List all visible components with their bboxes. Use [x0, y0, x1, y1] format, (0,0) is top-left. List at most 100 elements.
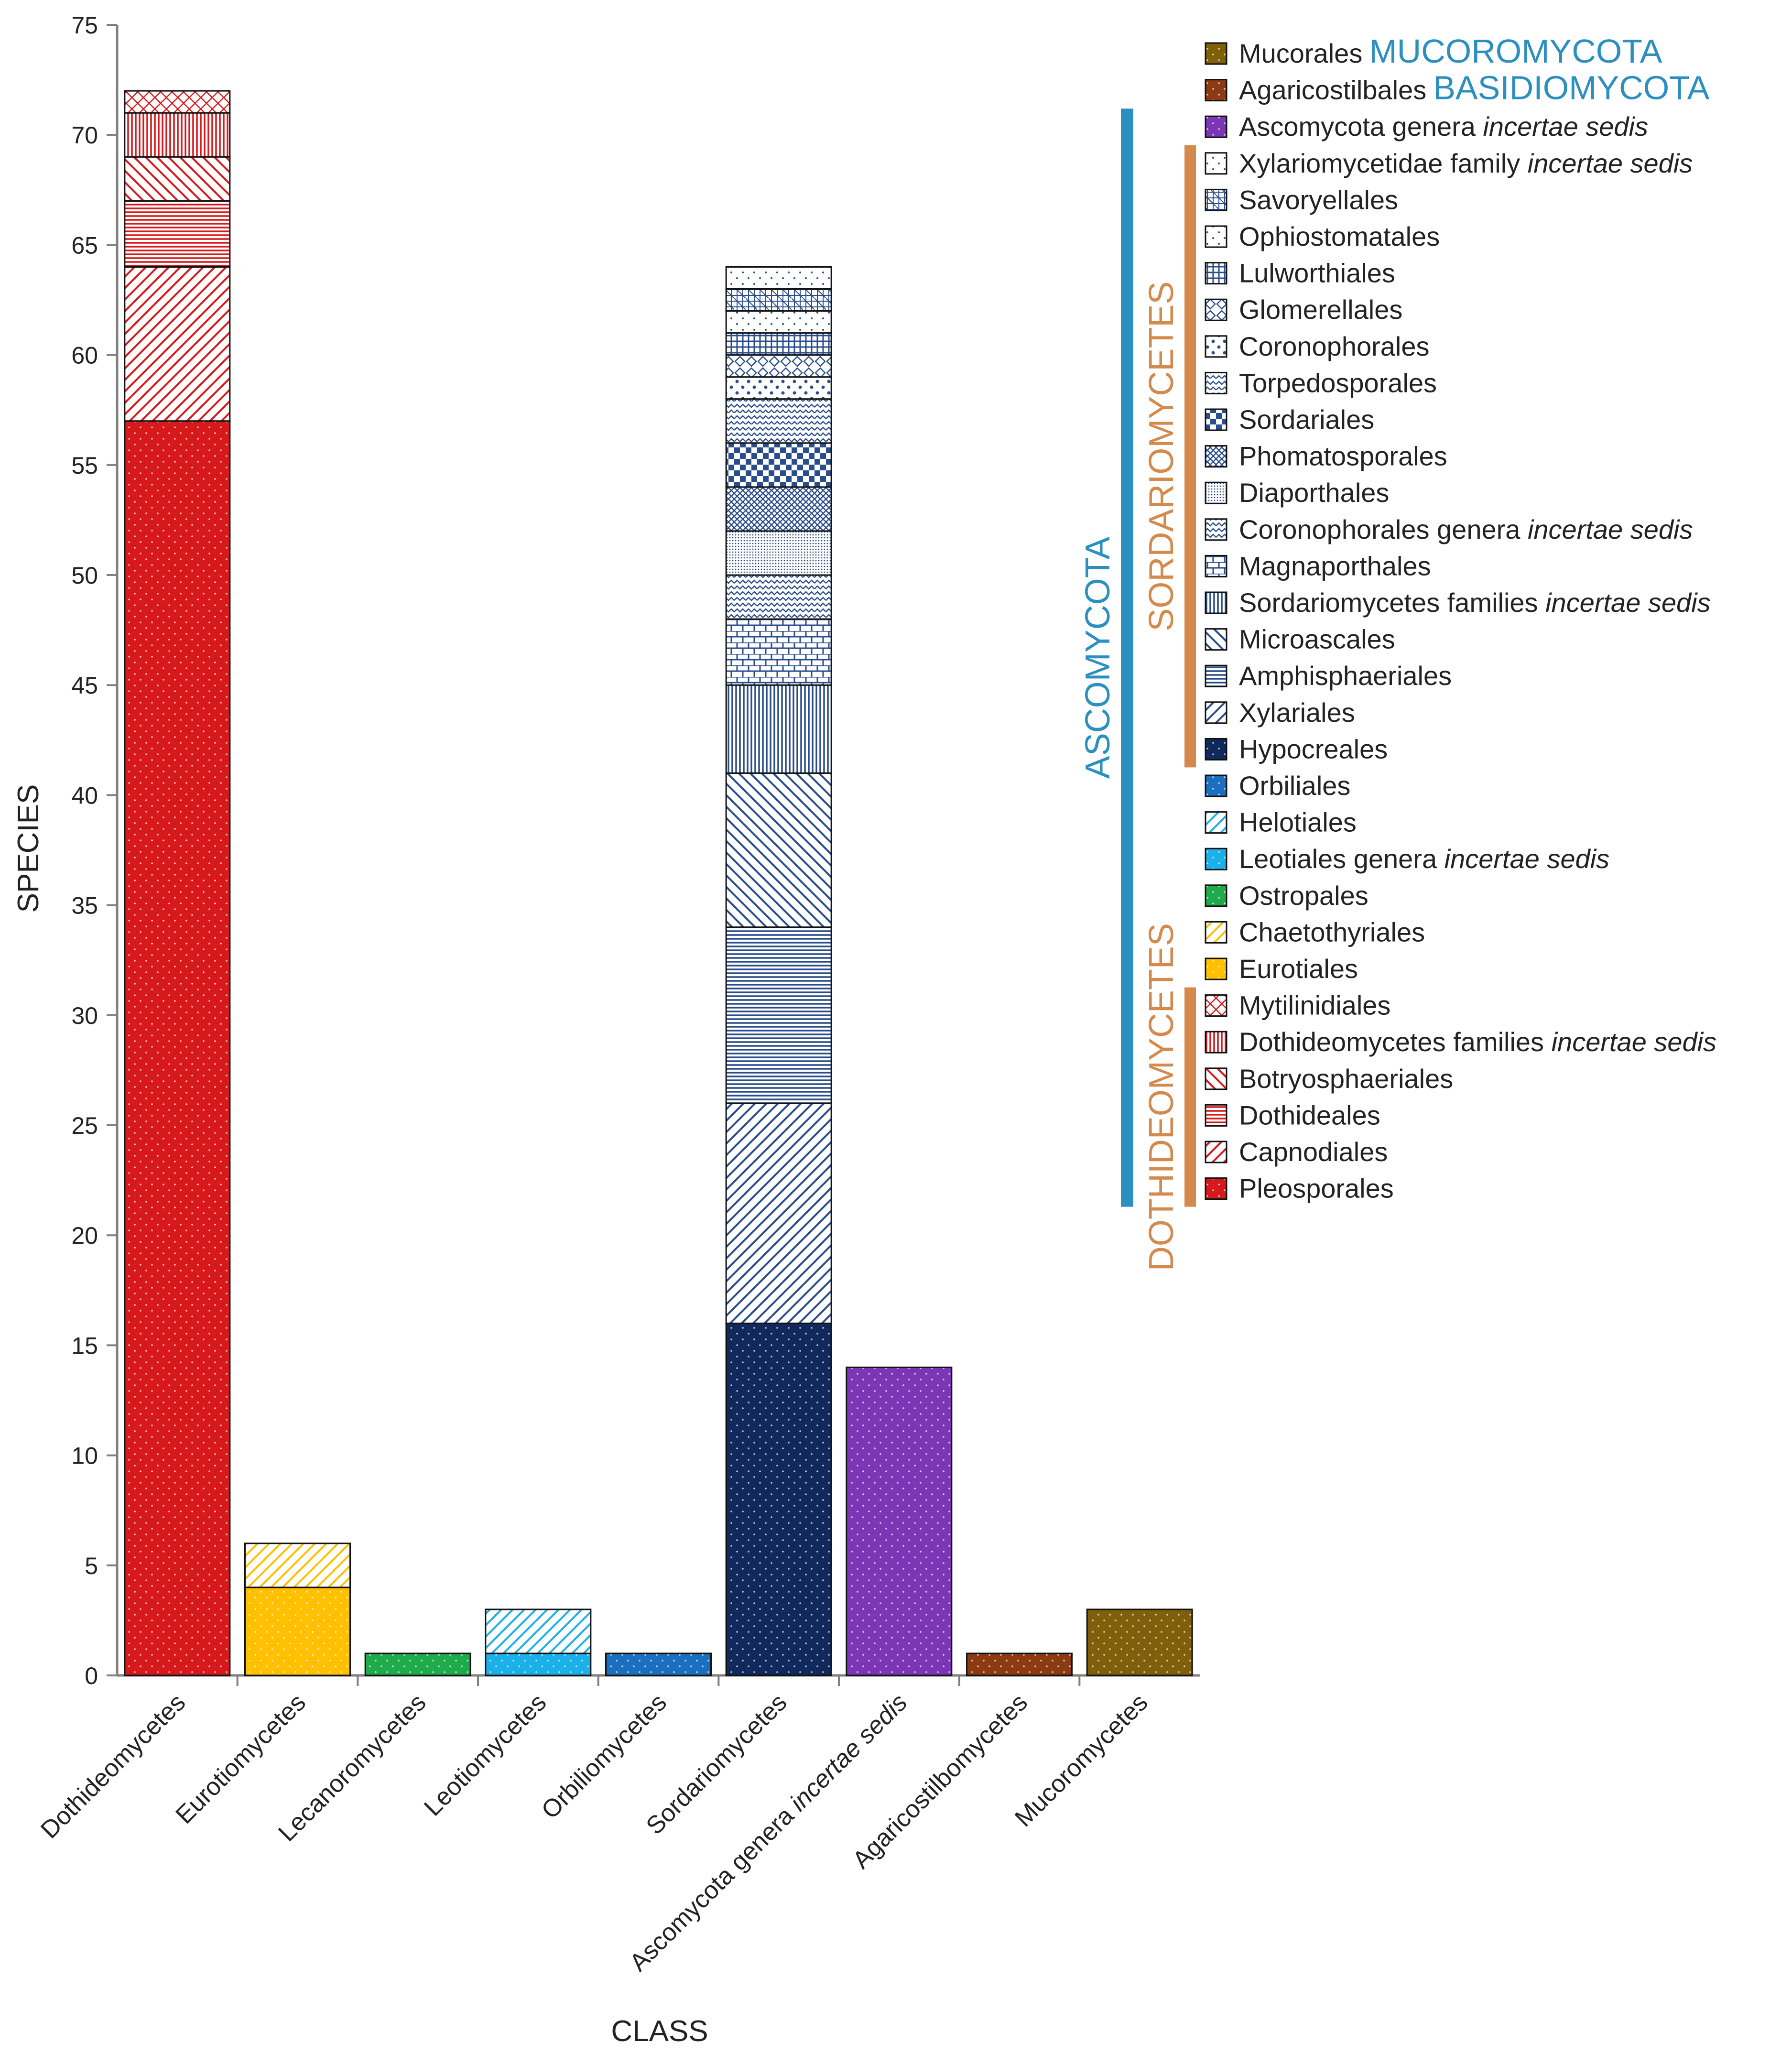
legend-swatch: [1205, 262, 1227, 285]
y-tick-label: 40: [71, 782, 98, 809]
bracket-bar: [1184, 145, 1196, 768]
bar-segment-sordariomycetes-xylariales: [725, 1102, 832, 1324]
legend-label: Diaporthales: [1239, 478, 1389, 508]
legend-item-coronophorales: Coronophorales: [1205, 331, 1429, 361]
legend-item-ostropales: Ostropales: [1205, 880, 1368, 911]
legend-swatch: [1205, 445, 1227, 468]
legend-item-glomerellales: Glomerellales: [1205, 294, 1402, 325]
bar-segment-sordariomycetes-amphisphaeriales: [725, 926, 832, 1104]
bar-segment-dothideomycetes-botryosphaeriales: [124, 156, 231, 202]
legend-item-ophiostomatales: Ophiostomatales: [1205, 221, 1440, 251]
legend-label: Microascales: [1239, 624, 1395, 654]
legend-swatch: [1205, 79, 1227, 102]
legend-swatch: [1205, 848, 1227, 870]
legend-item-sordariales: Sordariales: [1205, 404, 1374, 435]
legend-swatch: [1205, 1141, 1227, 1163]
x-tick-label-eurotiomycetes: Eurotiomycetes: [171, 1688, 311, 1829]
y-tick-label: 35: [71, 892, 98, 919]
legend-item-hypocreales: Hypocreales: [1205, 734, 1388, 764]
bar-segment-eurotiomycetes-chaetothyriales: [244, 1543, 351, 1588]
legend-item-pleosporales: Pleosporales: [1205, 1174, 1394, 1204]
legend-label: Ophiostomatales: [1239, 221, 1440, 251]
bar-segment-dothideomycetes-pleosporales: [124, 420, 231, 1676]
legend-swatch: [1205, 152, 1227, 175]
bar-segment-agaricostilbomycetes-agaricostilbales: [966, 1652, 1073, 1676]
y-tick-label: 15: [71, 1332, 98, 1359]
bar-segment-eurotiomycetes-eurotiales: [244, 1587, 351, 1676]
y-tick-label: 50: [71, 562, 98, 589]
legend-item-eurotiales: Eurotiales: [1205, 954, 1358, 984]
legend-label: Phomatosporales: [1239, 441, 1447, 471]
legend-label: Leotiales genera incertae sedis: [1239, 844, 1609, 874]
legend-item-magnaporthales: Magnaporthales: [1205, 551, 1431, 581]
legend-item-amphisphaeriales: Amphisphaeriales: [1205, 661, 1452, 691]
bar-segment-dothideomycetes-dothideales: [124, 200, 231, 268]
legend-swatch: [1205, 994, 1227, 1017]
y-tick-label: 70: [71, 122, 98, 149]
group-bracket-ascomycota: ASCOMYCOTA: [1079, 109, 1133, 1207]
bar-segment-dothideomycetes-capnodiales: [124, 266, 231, 422]
legend-label: Magnaporthales: [1239, 551, 1431, 581]
bracket-label: SORDARIOMYCETES: [1142, 282, 1181, 631]
legend-label: Eurotiales: [1239, 954, 1358, 984]
y-tick-label: 55: [71, 452, 98, 479]
legend-item-mucorales: Mucorales MUCOROMYCOTA: [1205, 33, 1662, 70]
legend-swatch: [1205, 408, 1227, 431]
legend-swatch: [1205, 225, 1227, 248]
legend-swatch: [1205, 701, 1227, 724]
bar-segment-leotiomycetes-helotiales: [485, 1608, 592, 1654]
legend-label: Ostropales: [1239, 880, 1368, 911]
legend-label: Orbiliales: [1239, 771, 1350, 801]
legend-swatch: [1205, 921, 1227, 944]
legend-label: Mytilinidiales: [1239, 990, 1390, 1021]
legend-item-dothideomycetes-families-incertae-sedis: Dothideomycetes families incertae sedis: [1205, 1027, 1716, 1057]
legend-label: Savoryellales: [1239, 185, 1398, 215]
legend-item-capnodiales: Capnodiales: [1205, 1137, 1388, 1167]
legend-item-mytilinidiales: Mytilinidiales: [1205, 990, 1390, 1021]
bar-segment-orbiliomycetes-orbiliales: [605, 1652, 712, 1676]
legend-label: Xylariomycetidae family incertae sedis: [1239, 148, 1693, 178]
legend-swatch: [1205, 298, 1227, 321]
legend-label: Amphisphaeriales: [1239, 661, 1452, 691]
legend-label: Hypocreales: [1239, 734, 1388, 764]
x-axis-title: CLASS: [611, 2015, 708, 2048]
bars: [124, 90, 1193, 1676]
legend-label: Agaricostilbales BASIDIOMYCOTA: [1239, 69, 1710, 107]
legend-item-savoryellales: Savoryellales: [1205, 185, 1398, 215]
bar-segment-dothideomycetes-dothideomycetes-families-incertae-sedis: [124, 112, 231, 158]
legend-label: Dothideales: [1239, 1100, 1380, 1130]
legend-item-helotiales: Helotiales: [1205, 807, 1357, 837]
legend-item-lulworthiales: Lulworthiales: [1205, 258, 1395, 288]
legend-label: Sordariomycetes families incertae sedis: [1239, 587, 1711, 618]
bar-segment-sordariomycetes-microascales: [725, 772, 832, 928]
legend-swatch: [1205, 628, 1227, 651]
bar-segment-sordariomycetes-sordariomycetes-families-incertae-sedis: [725, 684, 832, 774]
legend-item-dothideales: Dothideales: [1205, 1100, 1380, 1130]
legend-swatch: [1205, 554, 1227, 577]
legend-swatch: [1205, 42, 1227, 65]
x-tick-label-leotiomycetes: Leotiomycetes: [419, 1688, 552, 1821]
legend-item-diaporthales: Diaporthales: [1205, 478, 1389, 508]
bar-segment-sordariomycetes-sordariales: [725, 442, 832, 488]
legend-item-chaetothyriales: Chaetothyriales: [1205, 917, 1425, 947]
bar-segment-sordariomycetes-ophiostomatales: [725, 310, 832, 334]
legend-swatch: [1205, 957, 1227, 980]
bar-segment-leotiomycetes-leotiales-genera-incertae-sedis: [485, 1652, 592, 1676]
bar-segment-sordariomycetes-torpedosporales: [725, 398, 832, 444]
legend-swatch: [1205, 335, 1227, 358]
legend-item-agaricostilbales: Agaricostilbales BASIDIOMYCOTA: [1205, 69, 1710, 107]
bracket-bar: [1121, 109, 1133, 1207]
legend-swatch: [1205, 1104, 1227, 1127]
legend-label: Dothideomycetes families incertae sedis: [1239, 1027, 1716, 1057]
bar-segment-sordariomycetes-hypocreales: [725, 1322, 832, 1676]
legend-item-coronophorales-genera-incertae-sedis: Coronophorales genera incertae sedis: [1205, 514, 1693, 544]
bracket-label: ASCOMYCOTA: [1079, 537, 1117, 779]
y-tick-label: 65: [71, 232, 98, 259]
y-tick-label: 20: [71, 1222, 98, 1249]
legend-item-botryosphaeriales: Botryosphaeriales: [1205, 1064, 1453, 1094]
legend-item-microascales: Microascales: [1205, 624, 1395, 654]
bar-segment-sordariomycetes-coronophorales: [725, 376, 832, 400]
legend-label: Lulworthiales: [1239, 258, 1395, 288]
